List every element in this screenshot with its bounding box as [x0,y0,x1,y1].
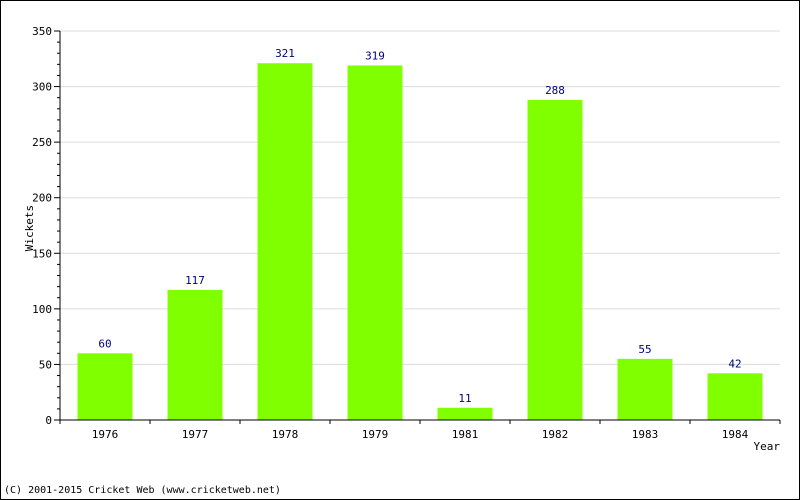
bar-value-label: 55 [638,343,651,356]
x-tick-label: 1983 [632,428,659,441]
y-tick-label: 250 [32,136,52,149]
bar-value-label: 42 [728,357,741,370]
x-axis-label: Year [754,440,781,453]
y-tick-label: 350 [32,25,52,38]
y-tick-label: 300 [32,81,52,94]
y-tick-label: 0 [45,414,52,427]
bars: 60 117 321 319 11 288 55 42 [77,47,763,420]
bar-value-label: 11 [458,392,471,405]
x-tick-label: 1981 [452,428,479,441]
x-tick-label: 1976 [92,428,119,441]
bar [167,289,223,420]
y-axis-label: Wickets [23,205,36,251]
bar [77,353,133,420]
x-tick-label: 1977 [182,428,209,441]
bar-value-label: 319 [365,49,385,62]
bar [527,99,583,420]
bar [347,65,403,420]
x-tick-label: 1982 [542,428,569,441]
x-tick-label: 1979 [362,428,389,441]
bar-value-label: 117 [185,274,205,287]
bar [707,373,763,420]
bar-value-label: 321 [275,47,295,60]
bar [437,407,493,420]
x-tick-label: 1978 [272,428,299,441]
bar-value-label: 288 [545,84,565,97]
y-tick-label: 50 [39,358,52,371]
axes: 0 50 100 150 200 250 300 350 1976 1977 1978 1979 198… [32,25,781,441]
y-tick-label: 150 [32,247,52,260]
x-tick-label: 1984 [722,428,749,441]
copyright-footer: (C) 2001-2015 Cricket Web (www.cricketwe… [4,485,281,496]
bar [257,63,313,420]
bar [617,358,673,420]
bar-value-label: 60 [98,337,111,350]
y-tick-label: 100 [32,303,52,316]
y-tick-label: 200 [32,192,52,205]
